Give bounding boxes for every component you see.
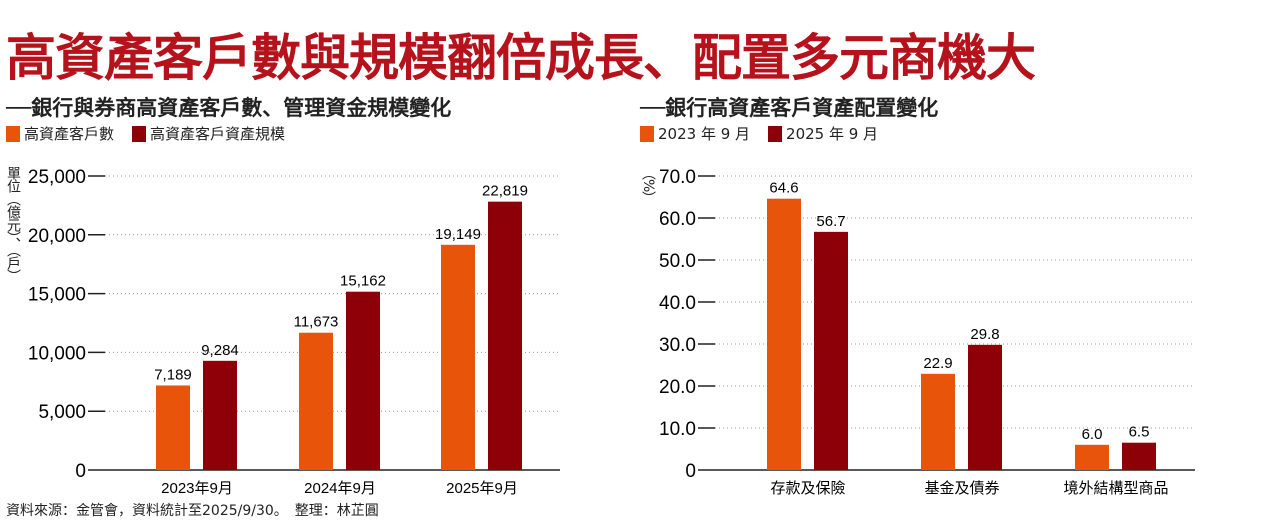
data-label: 19,149 (435, 226, 481, 243)
left-y-axis-label: 單位（億元）、（戶） (5, 166, 21, 282)
y-tick-label: 60.0 (659, 209, 696, 230)
y-tick-label: 20.0 (659, 377, 696, 398)
legend-item: 高資產客戶數 (6, 123, 114, 144)
data-label: 9,284 (201, 342, 239, 359)
y-tick-label: 0 (685, 461, 696, 482)
data-label: 64.6 (769, 180, 798, 197)
x-tick-label: 基金及債券 (924, 480, 999, 497)
legend-label: 高資產客戶數 (24, 125, 115, 143)
legend-swatch (640, 126, 654, 142)
y-tick-label: 25,000 (28, 167, 86, 188)
legend-item: 高資產客戶資產規模 (132, 123, 285, 144)
y-tick-label: 10,000 (28, 343, 86, 364)
y-tick-label: 15,000 (28, 285, 86, 306)
source-note: 資料來源：金管會，資料統計至2025/9/30。 整理：林芷圓 (6, 503, 379, 519)
data-label: 22.9 (923, 355, 952, 372)
legend-swatch (768, 126, 783, 142)
right-y-axis-label: （%） (640, 166, 656, 205)
data-label: 7,189 (154, 366, 192, 383)
legend-label: 高資產客戶資產規模 (150, 125, 286, 143)
bar (921, 373, 955, 470)
bar (767, 198, 801, 470)
x-tick-label: 2024年9月 (304, 480, 376, 497)
bar (346, 291, 380, 470)
data-label: 29.8 (970, 326, 999, 343)
bar (441, 244, 475, 470)
legend-label: 2025 年 9 月 (786, 125, 879, 143)
y-tick-label: 40.0 (659, 293, 696, 314)
data-label: 56.7 (816, 213, 845, 230)
legend-item: 2025 年 9 月 (768, 123, 878, 144)
data-label: 15,162 (340, 273, 386, 290)
y-tick-label: 0 (75, 461, 86, 482)
y-tick-label: 10.0 (659, 419, 696, 440)
data-label: 22,819 (482, 183, 528, 200)
page-title: 高資產客戶數與規模翻倍成長、配置多元商機大 (6, 28, 1036, 87)
bar (203, 360, 237, 470)
data-label: 6.0 (1082, 426, 1103, 443)
legend-swatch (6, 126, 20, 142)
x-tick-label: 境外結構型商品 (1063, 479, 1168, 497)
y-tick-label: 20,000 (28, 226, 86, 247)
bar (488, 201, 522, 470)
bar (156, 385, 190, 470)
left-chart-title: ──銀行與券商高資產客戶數、管理資金規模變化 (6, 96, 452, 120)
legend-item: 2023 年 9 月 (640, 123, 750, 144)
y-tick-label: 50.0 (659, 251, 696, 272)
right-chart-title: ──銀行高資產客戶資產配置變化 (640, 96, 939, 120)
x-tick-label: 存款及保險 (770, 480, 845, 497)
left-legend: 高資產客戶數 高資產客戶資產規模 (6, 123, 285, 144)
data-label: 6.5 (1129, 424, 1150, 441)
right-legend: 2023 年 9 月 2025 年 9 月 (640, 123, 878, 144)
bar (1122, 442, 1156, 470)
bar (968, 344, 1002, 470)
bar (1075, 444, 1109, 470)
y-tick-label: 70.0 (659, 167, 696, 188)
data-label: 11,673 (294, 314, 339, 331)
legend-swatch (132, 126, 147, 142)
x-tick-label: 2023年9月 (161, 480, 233, 497)
y-tick-label: 5,000 (38, 402, 86, 423)
bar (299, 332, 333, 470)
bar (814, 231, 848, 470)
y-tick-label: 30.0 (659, 335, 696, 356)
x-tick-label: 2025年9月 (446, 480, 518, 497)
legend-label: 2023 年 9 月 (658, 125, 751, 143)
